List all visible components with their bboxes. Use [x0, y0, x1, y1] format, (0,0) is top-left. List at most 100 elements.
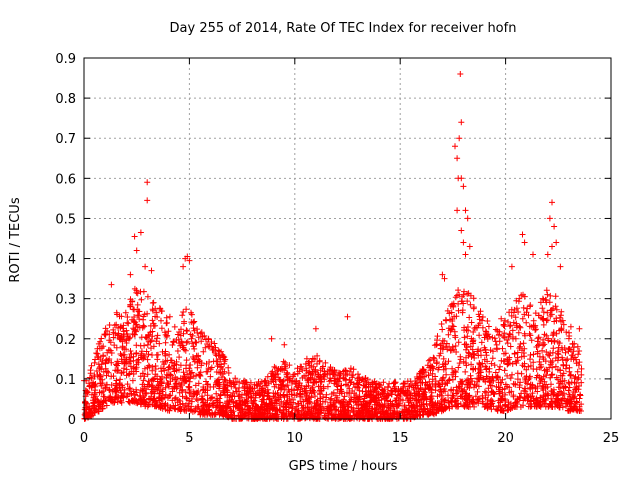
data-point [518, 390, 525, 397]
data-point [450, 303, 457, 310]
data-point [444, 307, 451, 314]
data-point [524, 305, 531, 312]
data-point [344, 389, 350, 396]
data-point [559, 397, 565, 404]
data-point [122, 309, 129, 316]
data-point [343, 367, 349, 374]
data-point [567, 323, 574, 330]
data-point [169, 397, 176, 404]
data-point [98, 335, 105, 342]
data-point [320, 383, 327, 390]
data-point [200, 387, 207, 393]
data-point [280, 358, 287, 365]
data-point [527, 362, 534, 369]
data-point [419, 408, 426, 415]
data-point [440, 355, 447, 362]
data-point [516, 384, 523, 391]
data-point [328, 377, 334, 384]
data-point [510, 402, 517, 409]
data-point [164, 380, 171, 386]
data-points [81, 71, 585, 422]
data-point [309, 372, 316, 379]
data-point [250, 400, 257, 407]
data-point [485, 385, 492, 392]
data-point [454, 155, 461, 162]
data-point [247, 386, 254, 393]
data-point [151, 390, 158, 397]
data-point [200, 348, 207, 355]
data-point [401, 403, 408, 410]
data-point [570, 389, 577, 395]
data-point [549, 332, 556, 339]
data-point [575, 351, 582, 358]
data-point [224, 391, 231, 398]
data-point [257, 380, 264, 387]
data-point [445, 377, 452, 384]
data-point [483, 373, 490, 380]
data-point [309, 355, 316, 362]
y-axis-label: ROTI / TECUs [8, 197, 23, 282]
data-point [501, 403, 508, 410]
data-point [516, 323, 523, 330]
data-point [347, 365, 354, 372]
data-point [102, 331, 109, 338]
data-point [305, 376, 312, 383]
data-point [99, 380, 106, 387]
data-point [182, 378, 189, 385]
data-point [575, 386, 582, 393]
data-point [366, 415, 372, 422]
data-point [105, 347, 112, 354]
data-point [108, 350, 115, 356]
data-point [126, 354, 133, 361]
data-point [495, 331, 502, 338]
data-point [137, 342, 144, 349]
data-point [447, 327, 454, 334]
data-point [432, 378, 439, 385]
data-point [110, 373, 117, 380]
data-point [453, 397, 460, 404]
data-point [510, 309, 517, 316]
data-point [544, 251, 551, 258]
data-point [515, 329, 522, 336]
data-point [299, 405, 306, 412]
data-point [544, 368, 551, 375]
y-tick-label: 0.9 [55, 52, 76, 67]
data-point [191, 390, 198, 397]
data-point [120, 325, 126, 332]
data-point [227, 379, 233, 386]
data-point [274, 367, 281, 374]
data-point [183, 339, 190, 346]
data-point [278, 398, 285, 405]
data-point [369, 383, 376, 390]
data-point [348, 379, 355, 385]
data-point [452, 332, 459, 339]
data-point [394, 402, 401, 409]
data-point [396, 410, 402, 417]
data-point [171, 383, 178, 390]
data-point [307, 387, 314, 394]
data-point [556, 314, 563, 321]
data-point [266, 396, 273, 403]
data-point [536, 364, 543, 371]
data-point [122, 356, 129, 363]
data-point [518, 370, 525, 377]
data-point [215, 376, 222, 383]
data-point [239, 380, 246, 387]
data-point [165, 328, 172, 335]
data-point [413, 402, 420, 409]
data-point [288, 399, 295, 406]
data-point [578, 365, 585, 372]
data-point [454, 292, 460, 299]
data-point [355, 405, 362, 412]
data-point [157, 375, 164, 382]
data-point [475, 352, 482, 359]
data-point [411, 386, 417, 393]
data-point [314, 360, 320, 367]
data-point [158, 317, 164, 324]
data-point [277, 378, 284, 385]
data-point [259, 412, 266, 419]
data-point [130, 388, 137, 395]
data-point [557, 400, 564, 407]
data-point [493, 406, 500, 412]
data-point [445, 399, 452, 406]
